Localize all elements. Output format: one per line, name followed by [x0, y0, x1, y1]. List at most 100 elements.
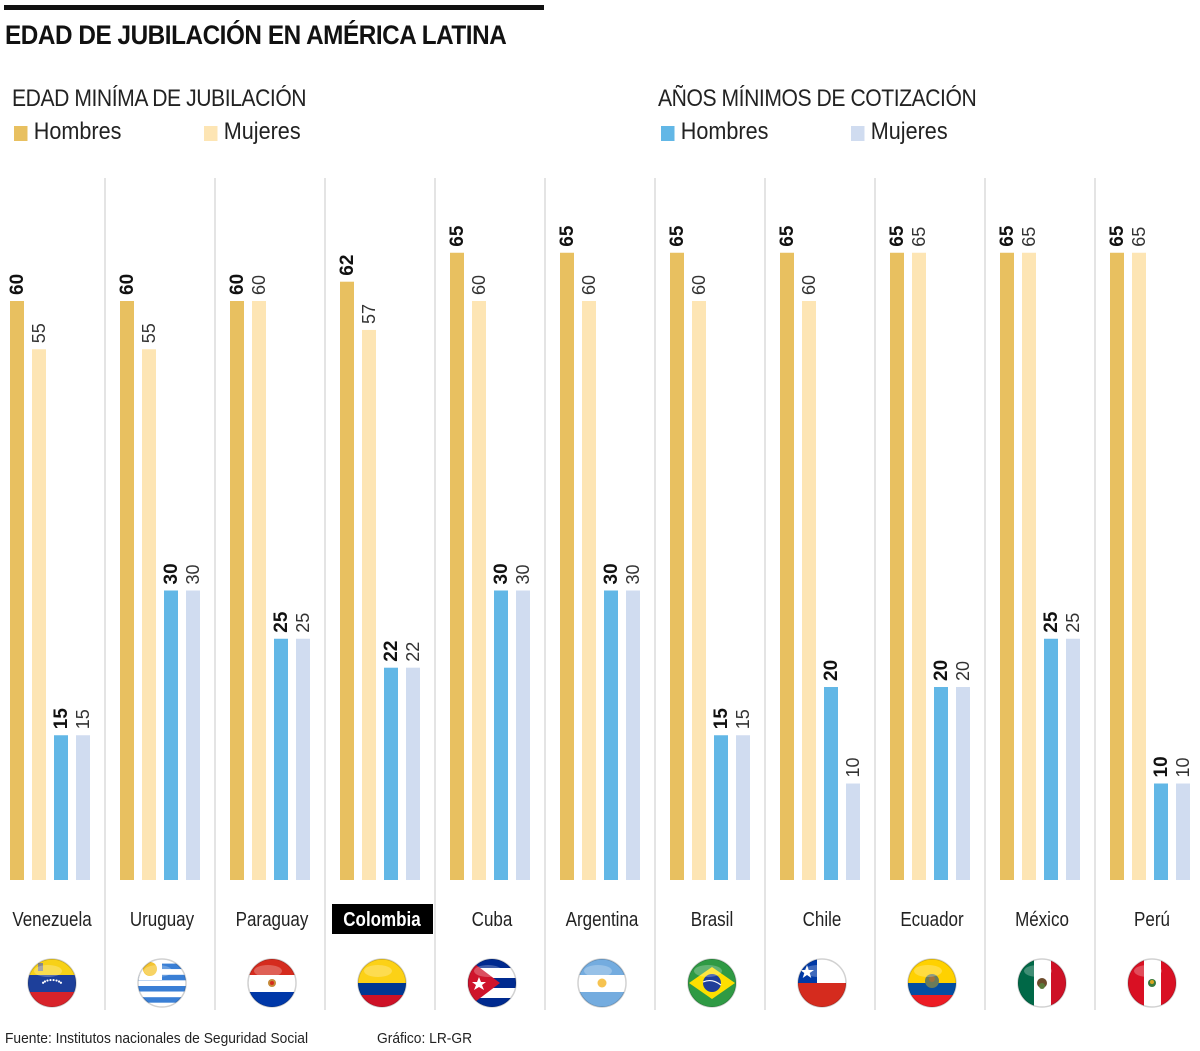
- bar-value-label: 15: [51, 708, 72, 730]
- country-label: Colombia: [343, 908, 421, 931]
- bar-age-women: [692, 301, 706, 880]
- credit-note: Gráfico: LR-GR: [377, 1030, 473, 1047]
- bar-value-label: 25: [293, 613, 313, 633]
- bar-value-label: 15: [733, 709, 753, 729]
- bar-value-label: 60: [117, 274, 138, 295]
- bar-contrib-men: [604, 590, 618, 880]
- bar-age-men: [120, 301, 134, 880]
- bar-value-label: 57: [359, 304, 379, 324]
- bar-contrib-women: [626, 590, 640, 880]
- bar-value-label: 65: [997, 225, 1018, 247]
- bar-age-women: [802, 301, 816, 880]
- bar-value-label: 55: [139, 323, 159, 343]
- bar-age-women: [142, 349, 156, 880]
- legend-label-age-men: Hombres: [33, 118, 122, 145]
- bar-contrib-men: [824, 687, 838, 880]
- bar-value-label: 20: [953, 661, 973, 681]
- bar-contrib-women: [1066, 638, 1080, 880]
- bar-value-label: 65: [777, 225, 798, 247]
- bar-age-men: [1110, 252, 1124, 880]
- legend-swatch-age-men: [14, 126, 28, 141]
- bar-contrib-women: [296, 638, 310, 880]
- bar-contrib-men: [934, 687, 948, 880]
- country-label: Ecuador: [900, 908, 963, 931]
- bar-value-label: 65: [557, 225, 578, 247]
- country-label: Paraguay: [236, 908, 309, 931]
- country-label: Chile: [803, 908, 842, 931]
- bar-value-label: 65: [1019, 227, 1039, 247]
- bar-age-women: [582, 301, 596, 880]
- bar-age-women: [362, 329, 376, 880]
- bar-contrib-women: [956, 687, 970, 880]
- bar-value-label: 60: [799, 275, 819, 295]
- country-label: México: [1015, 908, 1069, 931]
- bar-value-label: 25: [1041, 611, 1062, 633]
- bar-age-men: [890, 252, 904, 880]
- legend-item-age-women: Mujeres: [204, 118, 301, 146]
- bar-age-men: [450, 252, 464, 880]
- country-label: Brasil: [691, 908, 733, 931]
- ecuador-flag-icon: [907, 958, 957, 1008]
- bar-value-label: 65: [447, 225, 468, 247]
- bar-value-label: 10: [1173, 757, 1193, 777]
- bar-contrib-men: [54, 735, 68, 880]
- bar-value-label: 25: [1063, 613, 1083, 633]
- colombia-flag-icon: [357, 958, 407, 1008]
- bar-value-label: 10: [843, 757, 863, 777]
- bar-contrib-men: [164, 590, 178, 880]
- bar-value-label: 30: [601, 563, 622, 584]
- uruguay-flag-icon: [137, 958, 187, 1008]
- bar-value-label: 10: [1151, 756, 1172, 777]
- bar-age-women: [472, 301, 486, 880]
- chile-flag-icon: [797, 958, 847, 1008]
- legend-swatch-contrib-women: [851, 126, 865, 141]
- cuba-flag-icon: [467, 958, 517, 1008]
- country-label: Cuba: [472, 908, 513, 931]
- bar-value-label: 60: [227, 274, 248, 295]
- bar-contrib-men: [714, 735, 728, 880]
- bar-contrib-men: [494, 590, 508, 880]
- argentina-flag-icon: [577, 958, 627, 1008]
- bar-value-label: 65: [1129, 227, 1149, 247]
- bar-age-women: [252, 301, 266, 880]
- bar-value-label: 20: [821, 660, 842, 681]
- bar-value-label: 30: [183, 564, 203, 584]
- country-label: Venezuela: [12, 908, 92, 931]
- bar-value-label: 25: [271, 611, 292, 633]
- bar-value-label: 30: [623, 564, 643, 584]
- bar-age-men: [560, 252, 574, 880]
- legend-item-contrib-women: Mujeres: [851, 118, 948, 146]
- bar-value-label: 60: [579, 275, 599, 295]
- bar-contrib-women: [76, 735, 90, 880]
- bar-contrib-men: [1044, 638, 1058, 880]
- bar-value-label: 65: [667, 225, 688, 247]
- bar-value-label: 15: [711, 708, 732, 730]
- bar-age-women: [32, 349, 46, 880]
- bar-value-label: 15: [73, 709, 93, 729]
- bar-value-label: 60: [469, 275, 489, 295]
- bar-value-label: 22: [381, 641, 402, 662]
- country-label: Uruguay: [130, 908, 195, 931]
- bar-value-label: 60: [7, 274, 28, 295]
- bar-contrib-men: [384, 667, 398, 880]
- country-label: Argentina: [566, 908, 639, 931]
- bar-age-men: [780, 252, 794, 880]
- bar-age-men: [670, 252, 684, 880]
- bar-age-men: [1000, 252, 1014, 880]
- legend-label-contrib-men: Hombres: [680, 118, 769, 145]
- source-note: Fuente: Institutos nacionales de Segurid…: [5, 1030, 309, 1047]
- bar-value-label: 62: [337, 255, 358, 276]
- bar-value-label: 65: [909, 227, 929, 247]
- bar-contrib-women: [1176, 783, 1190, 880]
- legend-swatch-contrib-men: [661, 126, 675, 141]
- country-label: Perú: [1134, 908, 1170, 931]
- bar-value-label: 30: [491, 563, 512, 584]
- bar-value-label: 22: [403, 642, 423, 662]
- paraguay-flag-icon: [247, 958, 297, 1008]
- peru-flag-icon: [1127, 958, 1177, 1008]
- title-rule: [4, 5, 544, 10]
- bar-value-label: 60: [249, 275, 269, 295]
- bar-contrib-women: [186, 590, 200, 880]
- bar-age-women: [1022, 252, 1036, 880]
- bar-value-label: 60: [689, 275, 709, 295]
